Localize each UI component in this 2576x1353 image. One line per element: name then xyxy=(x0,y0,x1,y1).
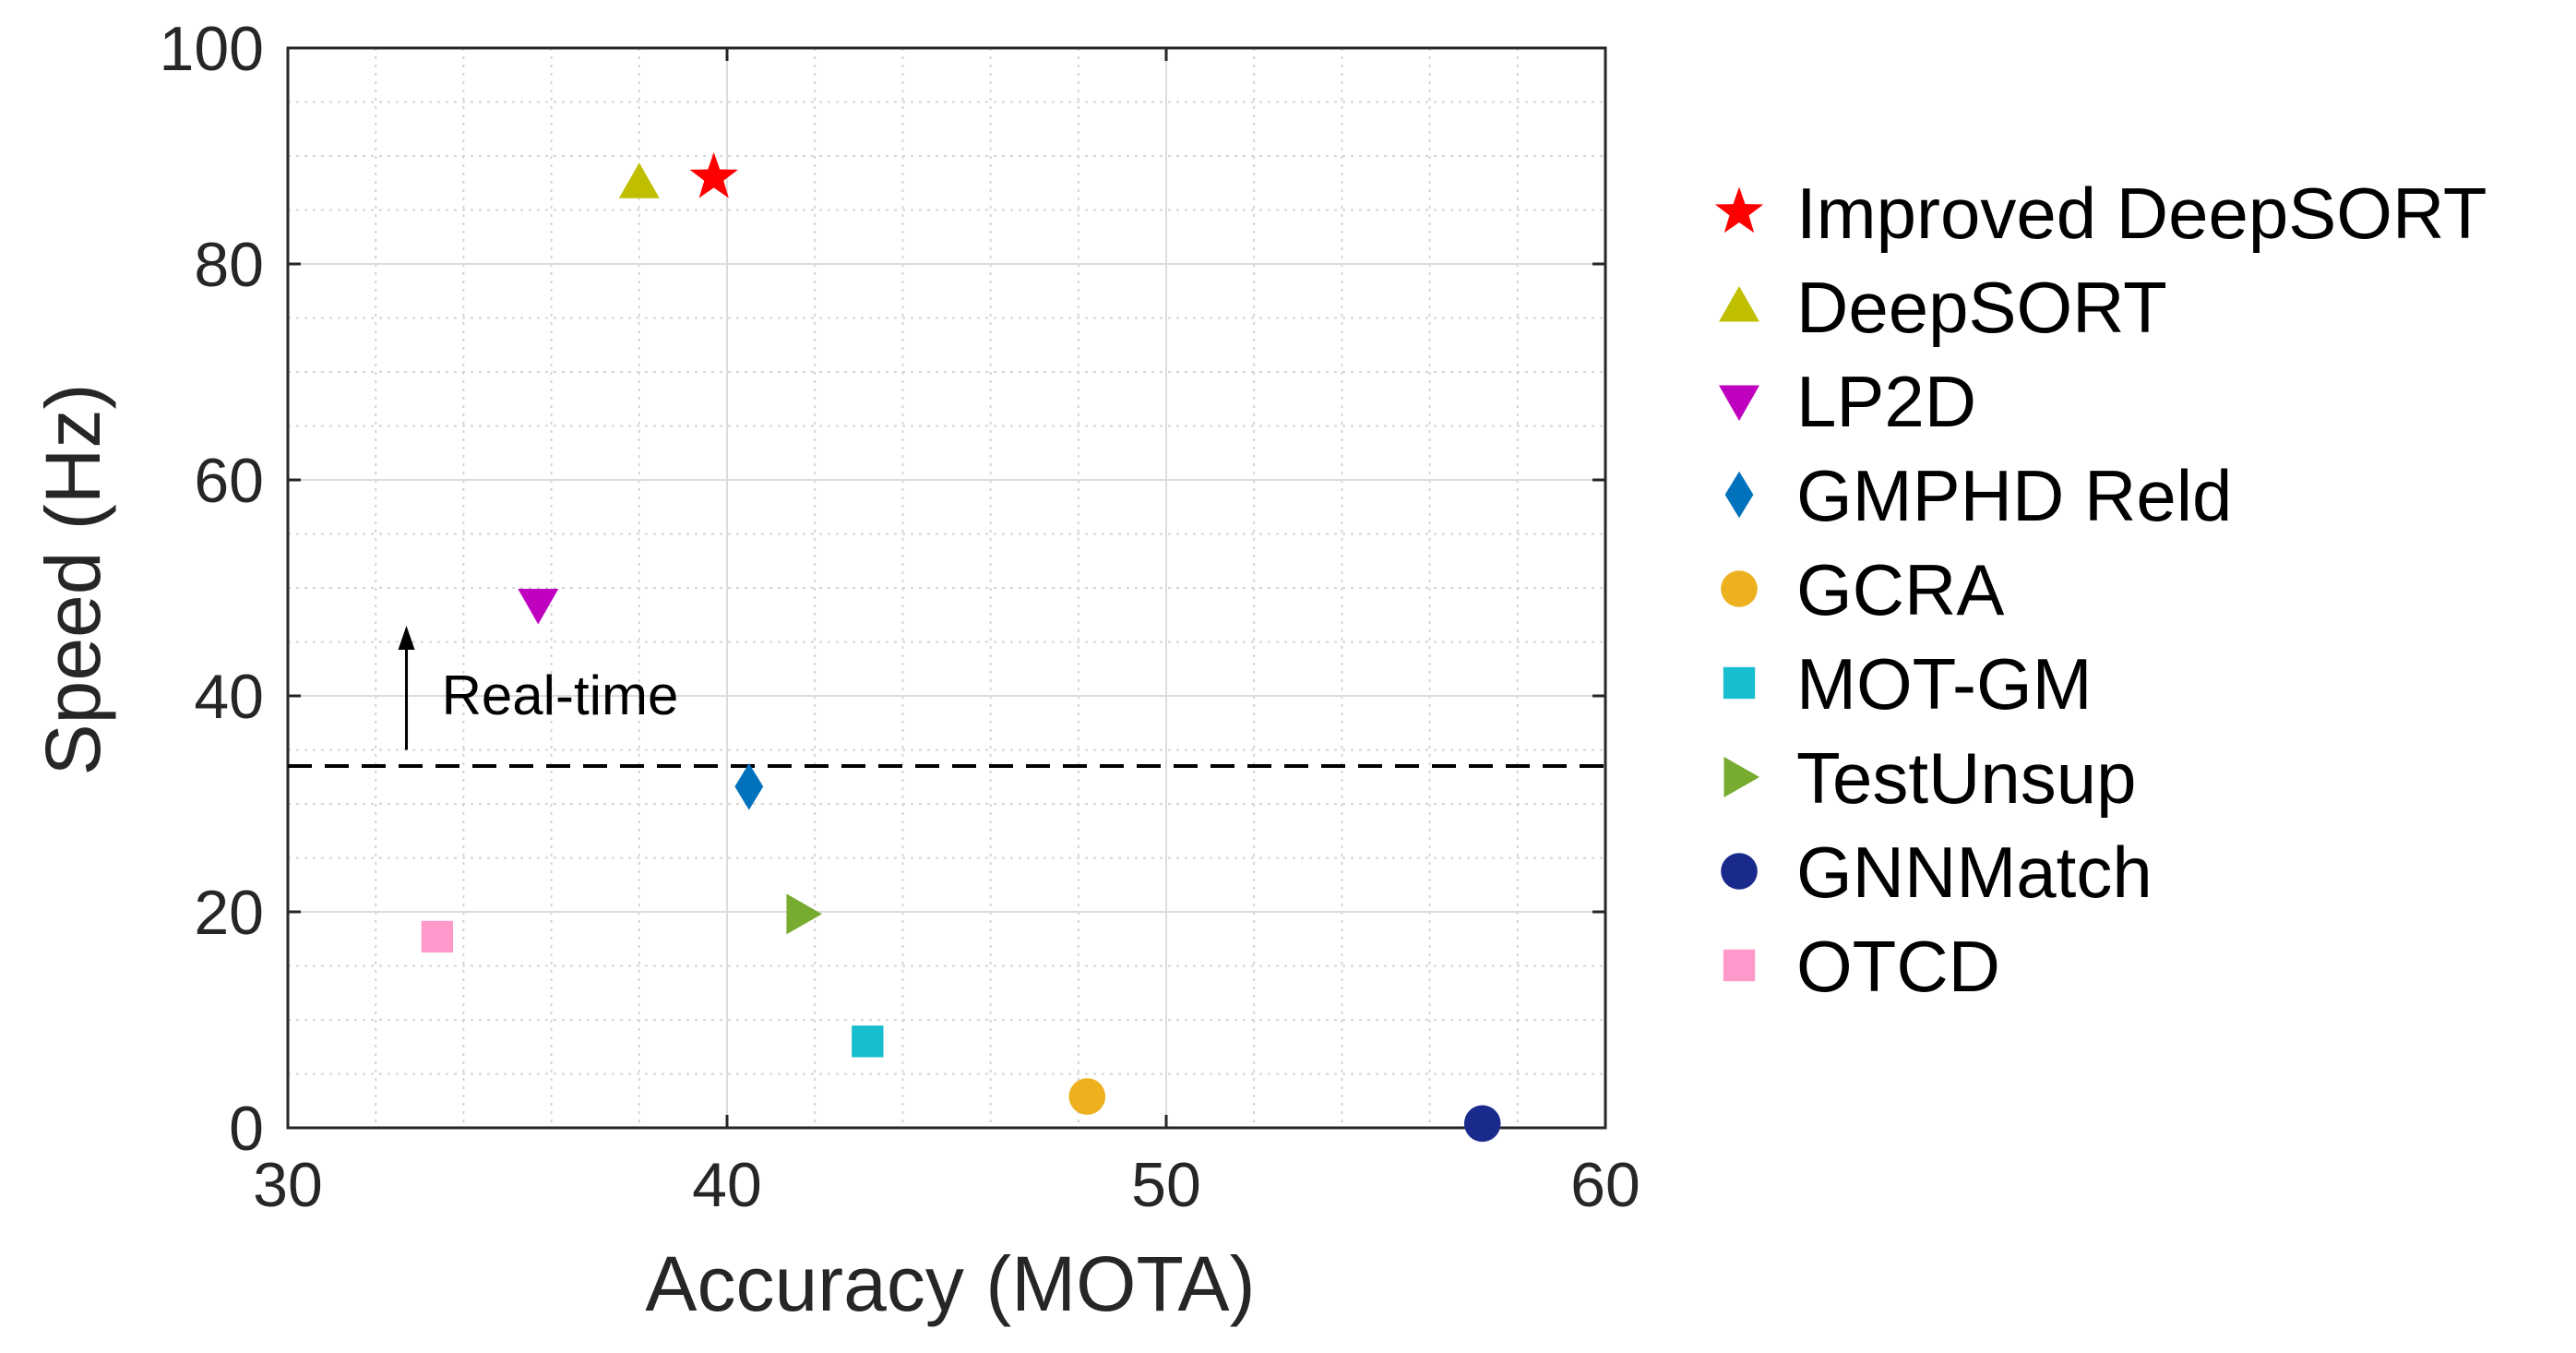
legend-label: GCRA xyxy=(1796,549,2004,630)
legend-label: DeepSORT xyxy=(1796,267,2167,348)
y-tick-label: 0 xyxy=(229,1094,264,1164)
y-tick-label: 20 xyxy=(194,878,264,948)
legend: Improved DeepSORT DeepSORT LP2D GMPHD Reld G… xyxy=(1714,173,2487,1007)
x-tick-label: 40 xyxy=(692,1150,762,1220)
x-axis-title: Accuracy (MOTA) xyxy=(645,1240,1255,1327)
legend-marker-0 xyxy=(1714,186,1764,233)
legend-marker-8 xyxy=(1723,949,1756,982)
legend-marker-4 xyxy=(1721,570,1758,607)
data-point-gcra xyxy=(1068,1078,1106,1115)
y-tick-label: 100 xyxy=(160,14,264,84)
data-point-improved-deepsort xyxy=(689,151,738,198)
legend-label: MOT-GM xyxy=(1796,643,2093,724)
grid-layer xyxy=(287,47,1606,1129)
axes-layer: 30 40 50 60 0 20 40 60 80 100 xyxy=(160,14,1640,1220)
points-layer xyxy=(421,151,1501,1143)
legend-label: OTCD xyxy=(1796,926,2000,1007)
legend-label: Improved DeepSORT xyxy=(1796,173,2487,254)
legend-label: TestUnsup xyxy=(1796,737,2137,819)
legend-marker-1 xyxy=(1719,286,1759,322)
data-point-gmphd-reld xyxy=(734,762,764,810)
legend-marker-3 xyxy=(1724,471,1754,519)
y-tick-label: 40 xyxy=(194,662,264,732)
x-tick-label: 50 xyxy=(1131,1150,1201,1220)
data-point-lp2d xyxy=(518,589,559,625)
data-point-otcd xyxy=(421,920,453,953)
annotation-arrow-head xyxy=(398,625,415,650)
plot-frame xyxy=(286,46,1607,1130)
data-point-gnnmatch xyxy=(1463,1105,1501,1143)
y-axis-title: Speed (Hz) xyxy=(30,384,116,776)
y-tick-label: 60 xyxy=(194,446,264,516)
legend-marker-2 xyxy=(1719,385,1759,421)
y-tick-label: 80 xyxy=(194,230,264,300)
x-tick-label: 60 xyxy=(1570,1150,1640,1220)
legend-marker-7 xyxy=(1721,853,1758,890)
data-point-deepsort xyxy=(618,162,660,198)
legend-label: GMPHD Reld xyxy=(1796,455,2232,536)
data-point-mot-gm xyxy=(852,1025,884,1058)
legend-label: LP2D xyxy=(1796,361,1976,442)
legend-marker-6 xyxy=(1723,757,1759,797)
reference-layer: Real-time xyxy=(288,625,1605,769)
annotation-label: Real-time xyxy=(442,665,679,726)
legend-marker-5 xyxy=(1723,666,1756,700)
legend-label: GNNMatch xyxy=(1796,832,2153,913)
x-tick-label: 30 xyxy=(253,1150,323,1220)
data-point-testunsup xyxy=(786,893,822,935)
